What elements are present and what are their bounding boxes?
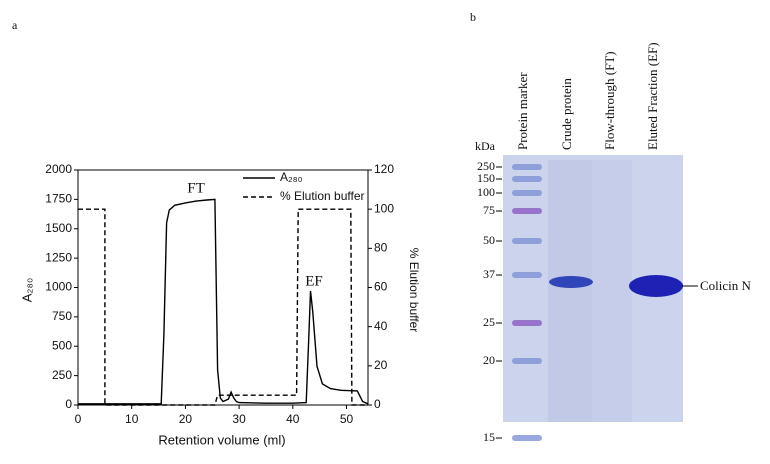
legend-label: % Elution buffer <box>280 189 365 203</box>
series-line <box>78 198 369 405</box>
marker-label: 15 <box>483 430 495 444</box>
marker-band <box>512 320 542 326</box>
y2-tick-label: 20 <box>374 358 388 372</box>
x-tick-label: 10 <box>125 412 139 426</box>
x-tick-label: 40 <box>286 412 300 426</box>
y2-axis-label: % Elution buffer <box>407 248 421 333</box>
marker-band <box>512 435 542 441</box>
x-axis-label: Retention volume (ml) <box>158 432 285 447</box>
x-tick-label: 50 <box>340 412 354 426</box>
y2-tick-label: 40 <box>374 319 388 333</box>
panel-label: a <box>12 18 18 32</box>
y-axis-label: A₂₈₀ <box>19 278 34 303</box>
gel-lane <box>592 160 632 422</box>
series-line <box>78 208 368 406</box>
plot-frame <box>77 169 369 406</box>
y2-tick-label: 100 <box>374 201 394 215</box>
marker-band <box>512 238 542 244</box>
marker-label: 100 <box>477 185 495 199</box>
y2-tick-label: 0 <box>374 397 381 411</box>
band-label: Colicin N <box>700 278 752 293</box>
panel-label: b <box>470 10 476 24</box>
y2-tick-label: 120 <box>374 162 394 176</box>
y-tick-label: 500 <box>52 338 72 352</box>
marker-band <box>512 208 542 214</box>
lane-label: Eluted Fraction (EF) <box>645 42 660 150</box>
gel-band <box>629 275 683 297</box>
marker-band <box>512 190 542 196</box>
legend-label: A₂₈₀ <box>280 170 303 184</box>
lane-label: Flow-through (FT) <box>602 51 617 150</box>
marker-band <box>512 176 542 182</box>
y-tick-label: 750 <box>52 309 72 323</box>
gel-band <box>549 276 593 288</box>
y-tick-label: 250 <box>52 368 72 382</box>
marker-label: 25 <box>483 315 495 329</box>
y-tick-label: 2000 <box>45 162 72 176</box>
lane-label: Crude protein <box>559 78 574 150</box>
marker-label: 37 <box>483 267 495 281</box>
marker-label: 50 <box>483 233 495 247</box>
marker-label: 250 <box>477 159 495 173</box>
marker-band <box>512 164 542 170</box>
marker-label: 20 <box>483 353 495 367</box>
marker-band <box>512 358 542 364</box>
annotation: EF <box>305 273 323 289</box>
gel-lane <box>548 160 592 422</box>
x-tick-label: 30 <box>232 412 246 426</box>
y-tick-label: 0 <box>65 397 72 411</box>
y-tick-label: 1500 <box>45 221 72 235</box>
marker-band <box>512 272 542 278</box>
y2-tick-label: 80 <box>374 241 388 255</box>
lane-label: Protein marker <box>515 72 530 150</box>
x-tick-label: 0 <box>75 412 82 426</box>
y-tick-label: 1250 <box>45 250 72 264</box>
x-tick-label: 20 <box>179 412 193 426</box>
marker-label: 75 <box>483 203 495 217</box>
annotation: FT <box>187 180 205 196</box>
y2-tick-label: 60 <box>374 280 388 294</box>
gel-unit: kDa <box>475 139 496 153</box>
y-tick-label: 1750 <box>45 192 72 206</box>
y-tick-label: 1000 <box>45 280 72 294</box>
marker-label: 150 <box>477 171 495 185</box>
